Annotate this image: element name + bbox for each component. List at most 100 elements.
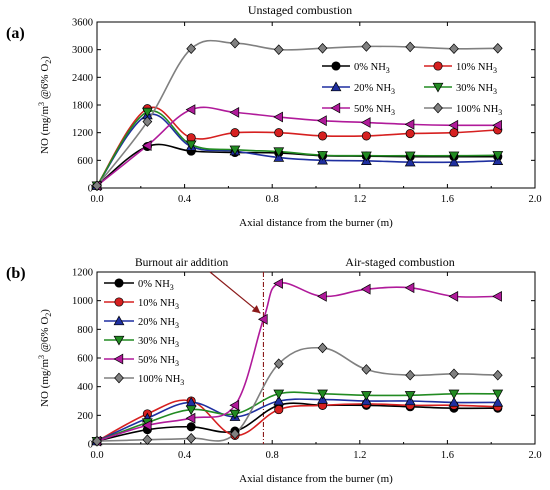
data-point — [141, 419, 152, 431]
data-point — [273, 395, 285, 406]
chart-title: Air-staged combustion — [345, 255, 454, 269]
series-markers-5 — [92, 342, 503, 447]
x-tick-label: 1.6 — [441, 194, 454, 205]
y-tick-label: 1200 — [72, 268, 93, 279]
y-axis-label: NO (mg/m3​ @6% O2​) — [37, 309, 53, 407]
data-point — [492, 119, 502, 131]
data-point — [449, 368, 459, 380]
series-line-0 — [96, 402, 498, 442]
legend-marker — [330, 81, 342, 92]
series-line-2 — [96, 398, 498, 442]
panel-letter: (b) — [6, 265, 26, 282]
series-markers-5 — [92, 37, 503, 192]
data-point — [274, 128, 284, 138]
chart-panel-b: (b) Air-staged combustion 0.0 0.4 0.8 1.2 1.6 2… — [6, 255, 542, 485]
legend-marker — [114, 297, 124, 307]
data-point — [405, 129, 415, 139]
legend-marker — [114, 278, 124, 288]
data-point — [186, 43, 197, 55]
series-line-0 — [96, 143, 498, 187]
data-point — [492, 389, 504, 400]
data-point — [404, 391, 416, 401]
data-point — [404, 156, 416, 167]
y-tick-label: 3000 — [72, 45, 93, 56]
data-point — [448, 396, 460, 407]
legend-marker — [113, 315, 125, 326]
data-point — [273, 147, 285, 158]
series-markers-3 — [91, 389, 504, 447]
series-markers-3 — [91, 107, 504, 192]
data-point — [142, 434, 153, 446]
data-point — [229, 106, 240, 118]
data-point — [185, 412, 196, 424]
y-tick-label: 1000 — [72, 296, 93, 307]
series-line-1 — [96, 399, 498, 442]
data-point — [142, 116, 153, 127]
data-point — [492, 151, 504, 161]
legend-entry: 100% NH3​ — [138, 374, 184, 387]
data-point — [274, 405, 284, 415]
x-tick-label: 1.2 — [353, 450, 366, 461]
data-point — [92, 435, 102, 447]
x-axis-label: Axial distance from the burner (m) — [239, 217, 393, 229]
y-tick-label: 600 — [77, 156, 93, 167]
data-point — [492, 396, 504, 407]
data-point — [361, 41, 372, 52]
x-tick-label: 2.0 — [528, 450, 541, 461]
x-tick-label: 1.6 — [441, 450, 454, 461]
y-tick-label: 0 — [88, 440, 93, 451]
series-line-5 — [96, 39, 498, 187]
data-point — [360, 391, 372, 401]
x-tick-label: 0.0 — [90, 194, 103, 205]
series-markers-4 — [91, 104, 502, 192]
data-point — [492, 369, 503, 381]
data-point — [273, 44, 284, 55]
data-point — [492, 290, 502, 302]
series-markers-4 — [91, 278, 502, 447]
data-point — [360, 151, 372, 162]
series-markers-0 — [92, 141, 503, 191]
data-point — [360, 117, 371, 128]
series-markers-2 — [91, 109, 504, 190]
x-tick-label: 1.2 — [353, 194, 366, 205]
series-markers-1 — [92, 104, 503, 191]
data-point — [186, 432, 197, 444]
data-point — [141, 140, 152, 151]
series-line-2 — [96, 113, 498, 187]
legend: 0% NH3​ 10% NH3​ 20% NH3​ 30% NH3​ 50% NH3​ 1… — [322, 61, 502, 117]
legend-entry: 10% NH3​ — [456, 62, 497, 75]
y-tick-label: 600 — [77, 354, 93, 365]
legend-entry: 20% NH3​ — [138, 317, 179, 330]
data-point — [230, 37, 240, 49]
legend-marker — [114, 372, 124, 384]
data-point — [361, 131, 371, 141]
data-point — [229, 145, 241, 156]
series-line-5 — [96, 346, 498, 442]
data-point — [317, 115, 327, 127]
data-point — [257, 313, 268, 325]
annotation-arrow — [209, 271, 261, 314]
data-point — [185, 140, 197, 151]
data-point — [229, 399, 240, 411]
data-point — [492, 42, 503, 54]
series-line-1 — [96, 106, 498, 187]
series-line-3 — [96, 391, 498, 442]
legend-marker — [433, 61, 443, 71]
data-point — [317, 389, 328, 400]
data-point — [273, 358, 284, 370]
data-point — [318, 131, 328, 141]
legend-entry: 100% NH3​ — [456, 104, 502, 117]
x-tick-label: 0.8 — [266, 194, 279, 205]
data-point — [405, 369, 416, 381]
x-axis-label: Axial distance from the burner (m) — [239, 473, 393, 485]
data-point — [448, 151, 460, 162]
y-tick-label: 0 — [88, 184, 93, 195]
x-tick-label: 0.4 — [178, 194, 192, 205]
legend-marker — [113, 335, 125, 346]
legend-entry: 50% NH3​ — [138, 355, 179, 368]
legend-marker — [331, 61, 341, 71]
data-point — [317, 342, 328, 354]
data-point — [317, 42, 328, 54]
chart-title: Unstaged combustion — [248, 3, 352, 17]
